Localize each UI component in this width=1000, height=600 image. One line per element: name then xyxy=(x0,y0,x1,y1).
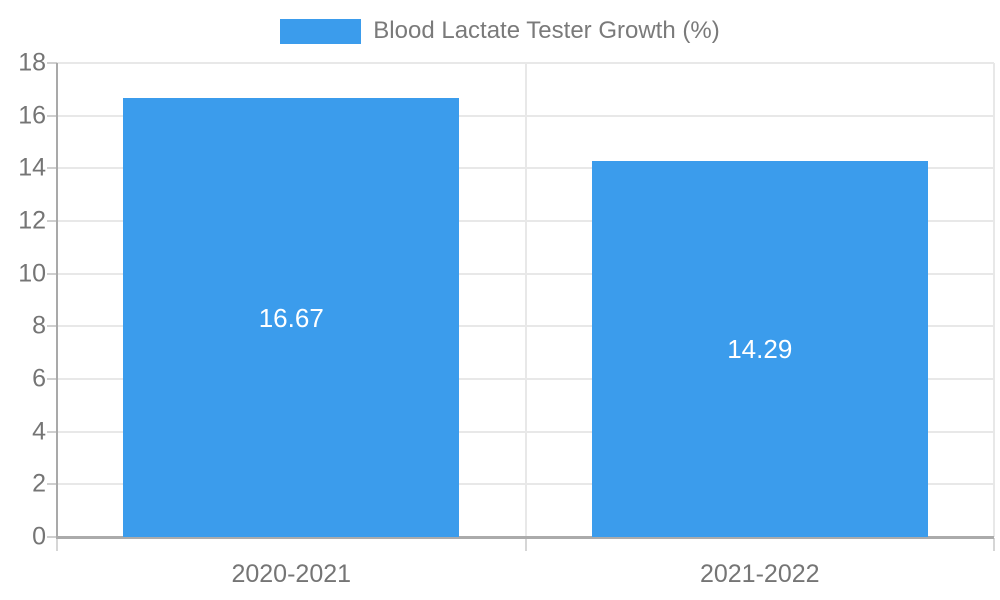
y-axis-tick xyxy=(47,62,57,64)
y-axis-tick xyxy=(47,378,57,380)
bar-value-label: 16.67 xyxy=(258,302,324,333)
y-axis-tick-label: 14 xyxy=(18,153,46,182)
y-axis-tick xyxy=(47,536,57,538)
legend-label: Blood Lactate Tester Growth (%) xyxy=(373,17,720,44)
x-axis-tick-label: 2020-2021 xyxy=(231,560,352,588)
y-axis-tick-label: 10 xyxy=(18,259,46,288)
y-axis-tick-label: 18 xyxy=(18,48,46,77)
bar-2020-2021[interactable] xyxy=(123,98,459,537)
y-axis-tick-label: 16 xyxy=(18,101,46,130)
x-axis-tick xyxy=(524,538,527,551)
y-axis-tick xyxy=(47,220,57,222)
y-axis-tick xyxy=(47,325,57,328)
x-axis-line xyxy=(56,536,994,539)
category-boundary-gridline xyxy=(524,63,527,537)
x-axis-tick xyxy=(993,538,995,551)
y-axis-tick xyxy=(47,114,57,117)
y-axis-tick xyxy=(47,167,57,170)
y-axis-tick-label: 4 xyxy=(32,417,46,446)
y-axis-tick-label: 6 xyxy=(32,364,46,393)
y-axis-line xyxy=(56,63,58,537)
y-axis-tick xyxy=(47,483,57,486)
y-axis-tick-label: 12 xyxy=(18,206,46,235)
bar-value-label: 14.29 xyxy=(727,333,793,364)
y-axis-tick xyxy=(47,430,57,433)
y-axis-tick-label: 2 xyxy=(32,469,46,498)
y-axis-tick-label: 8 xyxy=(32,311,46,340)
x-axis-tick xyxy=(56,538,58,551)
legend-swatch-icon xyxy=(280,18,362,44)
y-axis-tick-label: 0 xyxy=(32,522,46,551)
y-axis-tick xyxy=(47,272,57,275)
x-axis-tick-label: 2021-2022 xyxy=(699,560,820,588)
legend-item[interactable]: Blood Lactate Tester Growth (%) xyxy=(0,17,1000,45)
category-boundary-gridline xyxy=(993,63,995,537)
bar-2021-2022[interactable] xyxy=(592,161,928,537)
